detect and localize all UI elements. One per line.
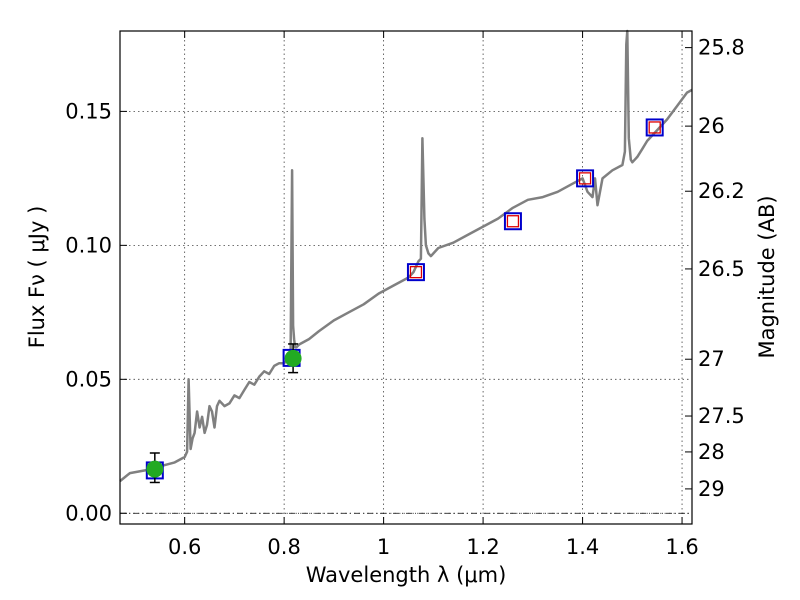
- x-tick-label: 1.2: [466, 535, 499, 559]
- photometry-box: [503, 212, 522, 231]
- y2-tick-label: 28: [698, 440, 725, 464]
- model-box: [578, 172, 592, 185]
- y-tick-label: 0.10: [65, 233, 112, 257]
- y-tick-label: 0.15: [65, 99, 112, 123]
- photometry-box: [576, 169, 595, 188]
- detection-point: [146, 460, 164, 478]
- y2-tick-label: 26.2: [698, 179, 745, 203]
- photometry-box: [645, 118, 664, 137]
- ticks-layer: 0.6 0.8 1 1.2 1.4 1.6 0.00 0.05 0.10 0.15 25.8 26 26…: [65, 31, 745, 559]
- photometry-box: [406, 263, 425, 282]
- y-tick-label: 0.00: [65, 501, 112, 525]
- model-box: [409, 265, 423, 279]
- model-box: [506, 215, 520, 228]
- y2-tick-label: 26.5: [698, 257, 745, 281]
- y2-tick-label: 25.8: [698, 36, 745, 60]
- spectrum-layer: [119, 29, 693, 483]
- y2-tick-label: 27.5: [698, 404, 745, 428]
- x-axis-label: Wavelength λ (μm): [306, 563, 507, 587]
- y-axis-label: Flux Fν ( μJy ): [25, 206, 49, 349]
- x-tick-label: 0.6: [168, 535, 201, 559]
- y2-tick-label: 27: [698, 347, 725, 371]
- x-tick-label: 1: [377, 535, 390, 559]
- y2-tick-label: 29: [698, 477, 725, 501]
- spectrum-line: [119, 29, 693, 483]
- detection-point: [284, 349, 302, 367]
- x-tick-label: 1.4: [566, 535, 599, 559]
- y2-tick-label: 26: [698, 114, 725, 138]
- x-tick-label: 0.8: [267, 535, 300, 559]
- y2-axis-label: Magnitude (AB): [755, 195, 779, 358]
- markers-layer: [145, 118, 664, 484]
- x-tick-label: 1.6: [665, 535, 698, 559]
- plot-frame: [119, 30, 693, 525]
- y-tick-label: 0.05: [65, 367, 112, 391]
- model-box: [648, 121, 661, 134]
